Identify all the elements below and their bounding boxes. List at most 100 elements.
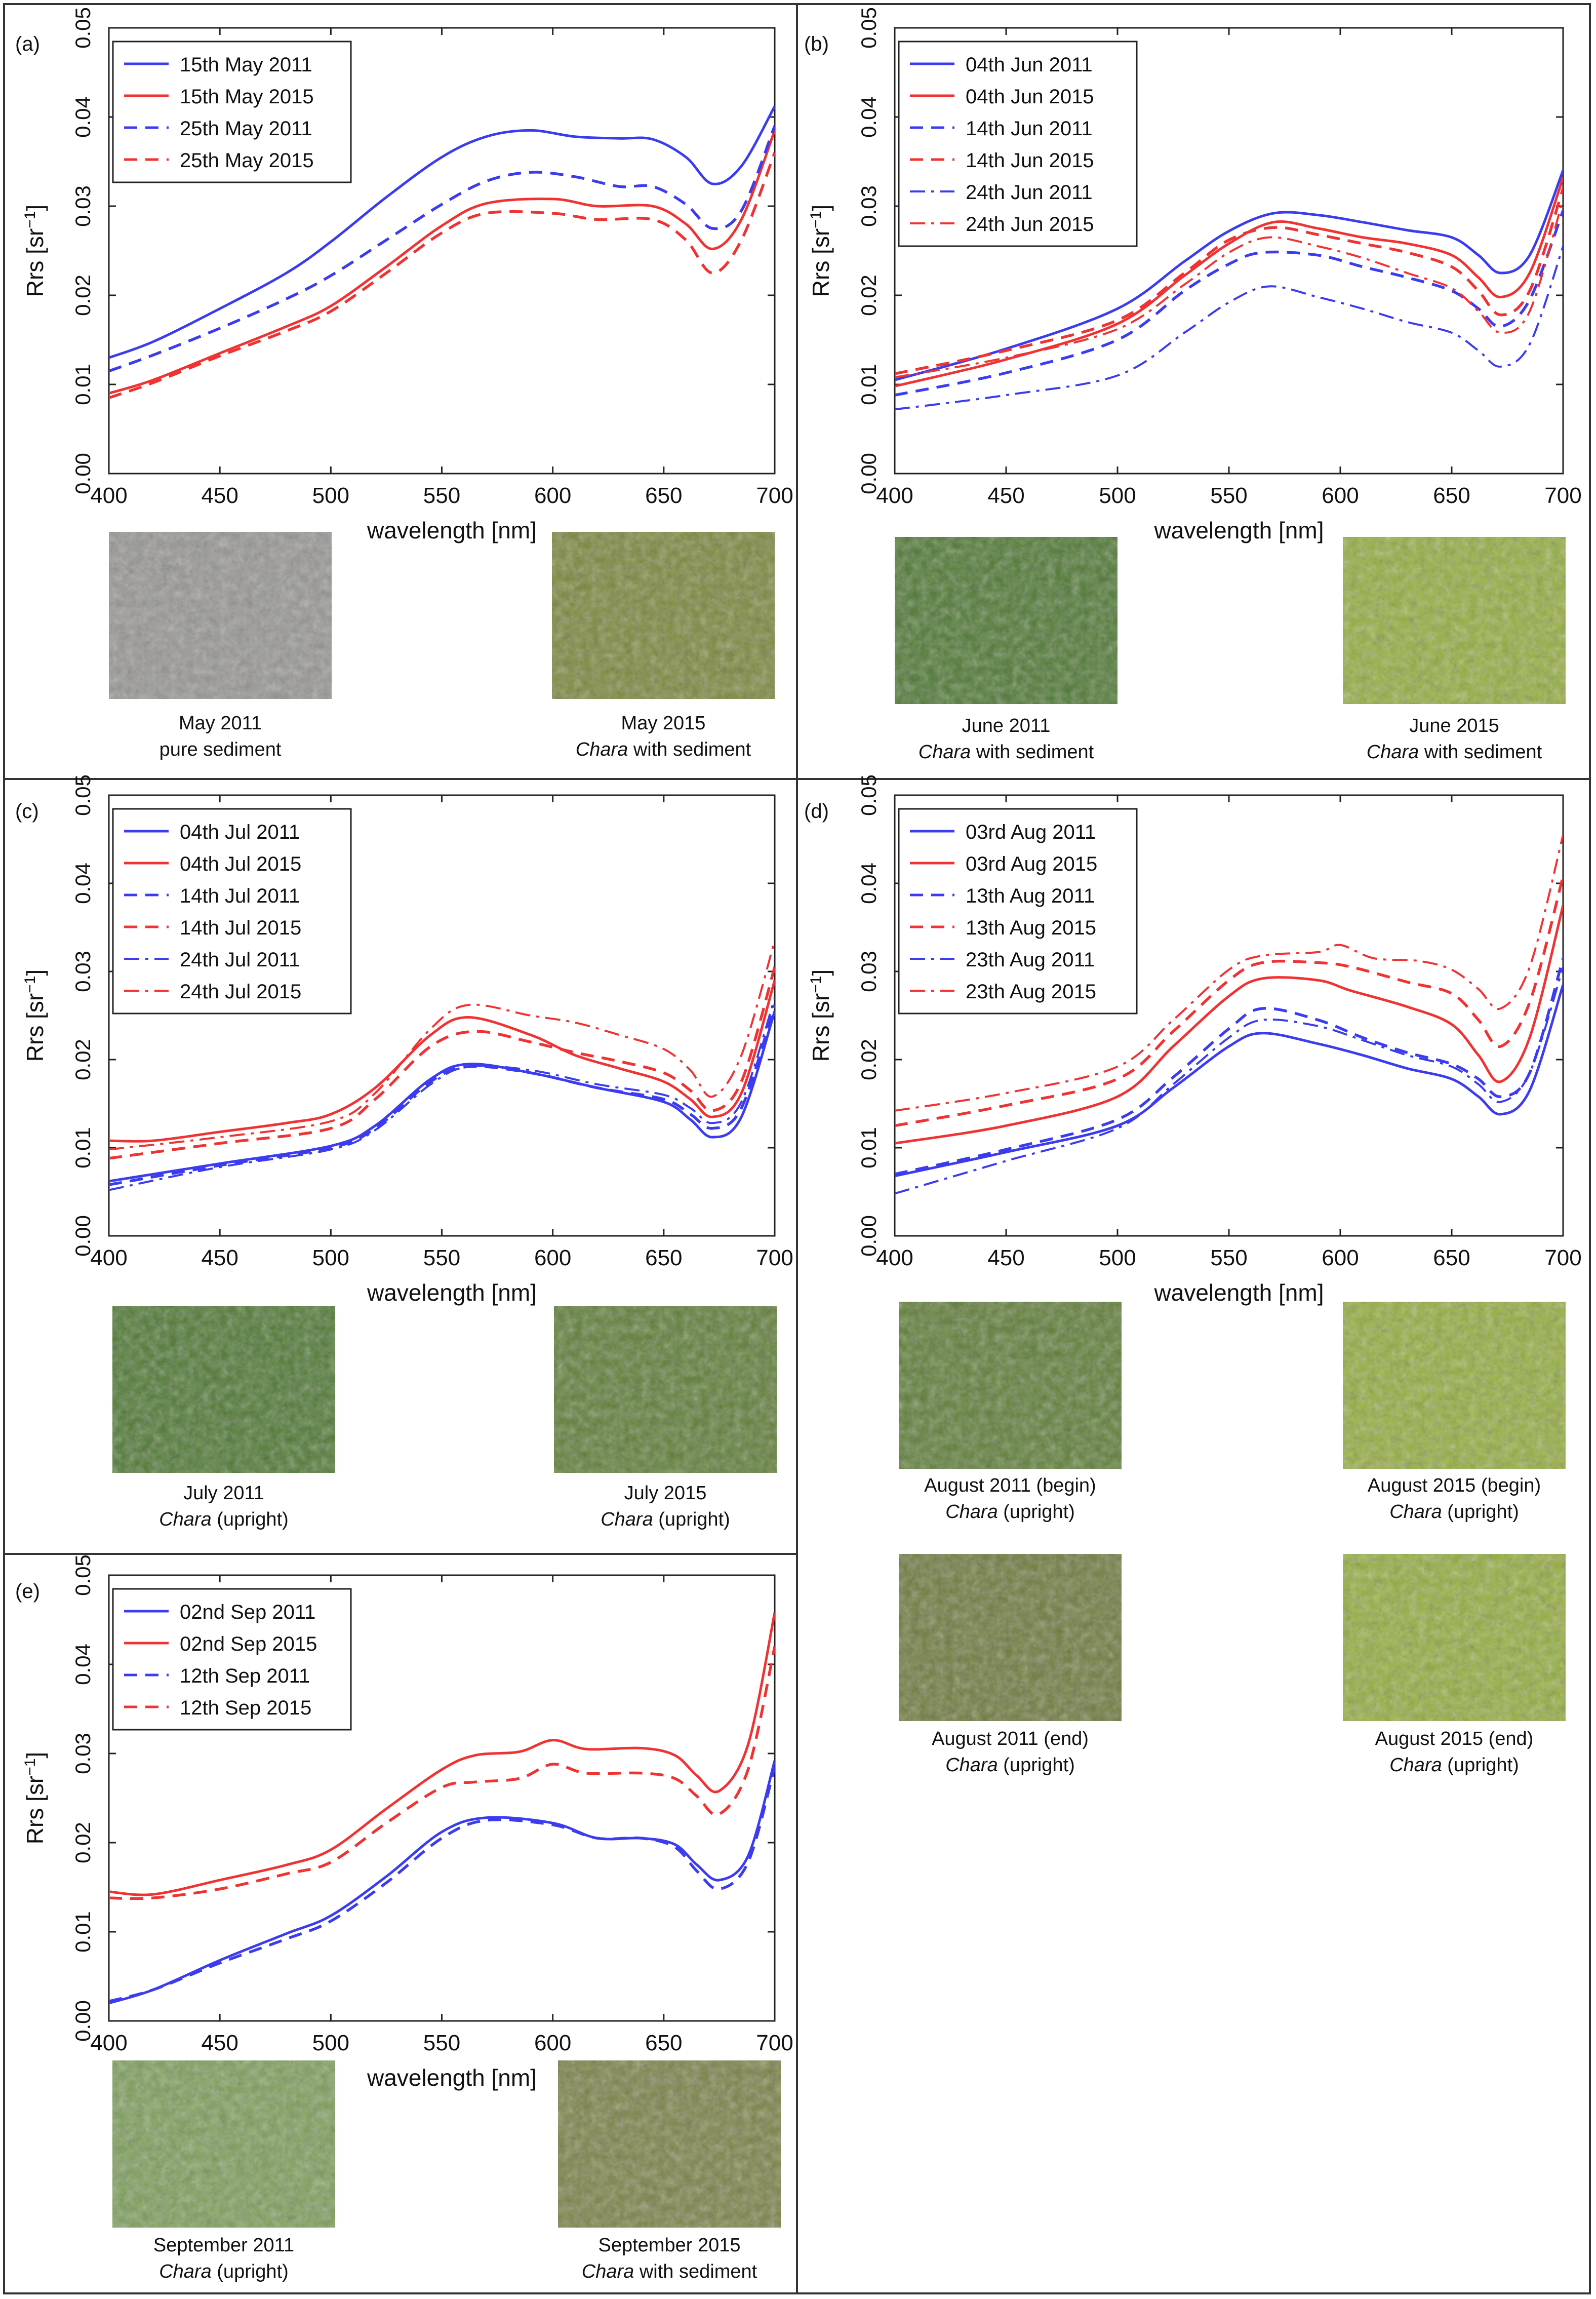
photo-highlight	[895, 537, 1118, 704]
photo-caption-subtitle: pure sediment	[159, 739, 282, 760]
series-group	[109, 940, 775, 1191]
y-tick-label: 0.03	[71, 185, 95, 227]
photo-caption-subtitle: Chara (upright)	[945, 1501, 1075, 1523]
x-tick-label: 550	[423, 2031, 460, 2055]
y-tick-label: 0.00	[71, 453, 95, 494]
legend-entry: 04th Jul 2011	[180, 821, 300, 843]
x-tick-label: 500	[1099, 1245, 1136, 1270]
y-tick-label: 0.02	[71, 275, 95, 316]
legend-entry: 23th Aug 2011	[966, 949, 1095, 971]
y-tick-label: 0.04	[71, 863, 95, 904]
series-group	[109, 1612, 775, 2005]
y-tick-label: 0.01	[857, 364, 881, 405]
panel-e: (e) 400 450 500 550 600 650 700 0.00 0.01 0.02 0.03…	[15, 1554, 793, 2282]
legend-entry: 03rd Aug 2015	[966, 853, 1097, 875]
y-tick-label: 0.05	[71, 7, 95, 49]
series-line	[109, 1004, 775, 1186]
y-tick-label: 0.04	[857, 96, 881, 138]
panel-label: (b)	[804, 33, 829, 55]
photo-1: July 2011 Chara (upright)	[112, 1306, 335, 1530]
x-tick-label: 500	[312, 1245, 349, 1270]
y-tick-label: 0.05	[857, 7, 881, 49]
legend-entry: 04th Jun 2015	[966, 86, 1094, 108]
photo-caption-subtitle: Chara with sediment	[576, 739, 751, 760]
photo-2: June 2015 Chara with sediment	[1343, 537, 1566, 763]
series-line	[109, 152, 775, 400]
x-tick-label: 650	[645, 483, 682, 508]
x-tick-label: 600	[534, 483, 571, 508]
series-line	[109, 966, 775, 1160]
photo-3: August 2011 (end) Chara (upright)	[899, 1554, 1122, 1776]
photo-highlight	[552, 532, 775, 699]
series-line	[895, 966, 1563, 1195]
photo-caption-subtitle: Chara with sediment	[919, 742, 1094, 763]
x-tick-label: 450	[201, 483, 238, 508]
photo-highlight	[112, 2060, 335, 2228]
x-tick-label: 550	[423, 483, 460, 508]
x-tick-label: 650	[645, 2031, 682, 2055]
photo-1: June 2011 Chara with sediment	[895, 537, 1118, 763]
photo-2: August 2015 (begin) Chara (upright)	[1343, 1302, 1566, 1523]
panel-frame-e	[3, 1553, 798, 2294]
legend-box	[898, 41, 1138, 247]
legend-entry: 03rd Aug 2011	[966, 821, 1096, 843]
series-line	[109, 1760, 775, 2005]
x-tick-label: 400	[876, 1245, 913, 1270]
legend-entry: 25th May 2015	[180, 149, 314, 172]
x-axis-label: wavelength [nm]	[1154, 1279, 1324, 1306]
y-tick-label: 0.03	[71, 1733, 95, 1774]
legend-entry: 25th May 2011	[180, 118, 312, 140]
legend-entry: 13th Aug 2015	[966, 917, 1096, 939]
x-tick-label: 600	[534, 2031, 571, 2055]
x-tick-label: 700	[756, 1245, 793, 1270]
x-tick-label: 550	[1210, 1245, 1247, 1270]
photo-caption-subtitle: Chara (upright)	[601, 1509, 730, 1530]
photo-1: May 2011 pure sediment	[109, 532, 332, 760]
x-tick-label: 450	[987, 483, 1024, 508]
photo-caption-title: June 2015	[1409, 715, 1499, 736]
legend-entry: 12th Sep 2015	[180, 1697, 311, 1719]
x-tick-label: 400	[876, 483, 913, 508]
x-tick-label: 500	[312, 2031, 349, 2055]
series-group	[895, 834, 1563, 1195]
series-line	[895, 984, 1563, 1178]
y-tick-label: 0.04	[71, 1644, 95, 1685]
photo-caption-subtitle: Chara (upright)	[945, 1755, 1075, 1776]
photo-caption-title: August 2015 (begin)	[1368, 1475, 1541, 1496]
x-tick-label: 450	[201, 1245, 238, 1270]
series-group	[109, 105, 775, 400]
legend-box	[112, 808, 352, 1015]
panel-c: (c) 400 450 500 550 600 650 700 0.00 0.01 0.02 0.03…	[15, 774, 793, 1530]
photo-caption-subtitle: Chara with sediment	[582, 2261, 757, 2282]
x-tick-label: 600	[1322, 483, 1359, 508]
x-tick-label: 400	[90, 1245, 127, 1270]
photo-highlight	[112, 1306, 335, 1473]
legend-entry: 14th Jul 2015	[180, 917, 301, 939]
legend-entry: 02nd Sep 2011	[180, 1601, 315, 1623]
x-tick-label: 500	[1099, 483, 1136, 508]
x-tick-label: 550	[1210, 483, 1247, 508]
panel-label: (e)	[15, 1580, 40, 1603]
legend-box	[898, 808, 1138, 1015]
photo-caption-subtitle: Chara (upright)	[1389, 1755, 1519, 1776]
series-line	[109, 1646, 775, 1900]
y-axis-label: Rrs [sr−1]	[808, 969, 834, 1062]
y-tick-label: 0.00	[857, 1215, 881, 1257]
x-tick-label: 700	[1544, 483, 1581, 508]
y-tick-label: 0.02	[857, 275, 881, 316]
series-line	[109, 997, 775, 1191]
series-line	[109, 105, 775, 359]
photo-1: September 2011 Chara (upright)	[112, 2060, 335, 2282]
y-axis-label: Rrs [sr−1]	[808, 205, 834, 297]
y-tick-label: 0.03	[857, 951, 881, 992]
legend-entry: 24th Jul 2011	[180, 949, 300, 971]
x-tick-label: 450	[987, 1245, 1024, 1270]
photo-1: August 2011 (begin) Chara (upright)	[899, 1302, 1122, 1523]
photo-highlight	[1343, 537, 1566, 704]
series-line	[895, 905, 1563, 1145]
photo-2: July 2015 Chara (upright)	[554, 1306, 777, 1530]
photo-caption-title: August 2011 (end)	[932, 1728, 1089, 1749]
y-tick-label: 0.00	[71, 2000, 95, 2042]
x-tick-label: 650	[1433, 1245, 1470, 1270]
